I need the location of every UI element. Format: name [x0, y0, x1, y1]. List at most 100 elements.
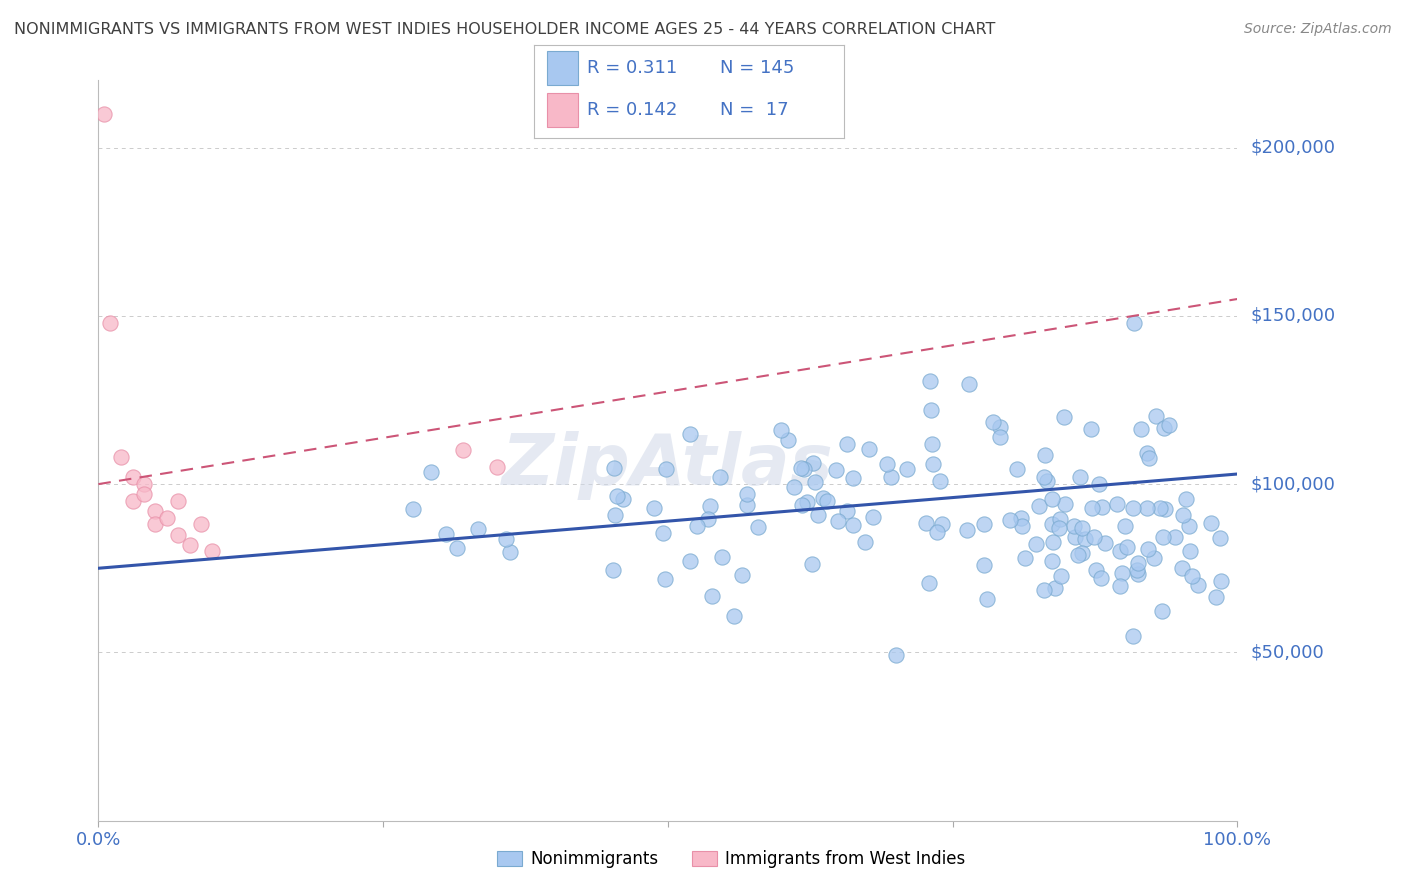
- Point: [796, 495, 818, 509]
- Point: [1063, 519, 1085, 533]
- Legend: Nonimmigrants, Immigrants from West Indies: Nonimmigrants, Immigrants from West Indi…: [491, 844, 972, 875]
- Point: [1040, 554, 1063, 568]
- Point: [603, 460, 626, 475]
- Point: [1136, 500, 1159, 515]
- Point: [1109, 544, 1132, 558]
- Point: [699, 499, 721, 513]
- Point: [1129, 422, 1152, 436]
- Point: [790, 498, 813, 512]
- Point: [998, 514, 1021, 528]
- Point: [1123, 316, 1146, 330]
- Point: [957, 377, 980, 392]
- Point: [700, 589, 723, 603]
- Point: [927, 524, 949, 539]
- Point: [709, 469, 731, 483]
- Point: [1010, 511, 1032, 525]
- Point: [654, 462, 676, 476]
- Point: [679, 554, 702, 568]
- Point: [1107, 497, 1129, 511]
- Point: [1033, 470, 1056, 484]
- Point: [1180, 569, 1202, 583]
- Point: [1108, 579, 1130, 593]
- Point: [824, 463, 846, 477]
- Point: [1074, 533, 1097, 547]
- Point: [915, 516, 938, 530]
- Point: [654, 572, 676, 586]
- Point: [1209, 531, 1232, 545]
- Point: [93, 107, 115, 121]
- Point: [1199, 516, 1222, 531]
- Point: [1085, 563, 1108, 577]
- Point: [1088, 477, 1111, 491]
- Point: [1025, 537, 1047, 551]
- Point: [1040, 492, 1063, 507]
- Text: $50,000: $50,000: [1251, 643, 1324, 661]
- Point: [1094, 536, 1116, 550]
- Point: [652, 525, 675, 540]
- Point: [1064, 530, 1087, 544]
- Point: [1142, 551, 1164, 566]
- Point: [156, 510, 179, 524]
- Point: [402, 501, 425, 516]
- Bar: [547, 51, 578, 85]
- Point: [1049, 568, 1071, 582]
- Point: [686, 519, 709, 533]
- Point: [815, 494, 838, 508]
- Point: [956, 524, 979, 538]
- Text: $150,000: $150,000: [1251, 307, 1336, 325]
- Point: [1036, 474, 1059, 488]
- Point: [420, 465, 443, 479]
- Point: [110, 450, 132, 465]
- Point: [1126, 563, 1149, 577]
- Text: R = 0.311: R = 0.311: [586, 59, 678, 77]
- Point: [1126, 566, 1149, 581]
- Text: Source: ZipAtlas.com: Source: ZipAtlas.com: [1244, 22, 1392, 37]
- Point: [1083, 530, 1105, 544]
- Point: [451, 443, 474, 458]
- Point: [121, 470, 143, 484]
- Bar: [547, 94, 578, 127]
- Point: [804, 475, 827, 489]
- Point: [747, 520, 769, 534]
- Point: [921, 437, 943, 451]
- Point: [446, 541, 468, 555]
- Point: [179, 538, 201, 552]
- Point: [1071, 521, 1094, 535]
- Point: [931, 516, 953, 531]
- Point: [835, 436, 858, 450]
- Point: [1159, 418, 1181, 433]
- Point: [920, 375, 942, 389]
- Point: [1137, 542, 1160, 557]
- Text: $200,000: $200,000: [1251, 138, 1336, 157]
- Point: [696, 512, 718, 526]
- Point: [1090, 571, 1112, 585]
- Point: [973, 558, 995, 573]
- Point: [606, 489, 628, 503]
- Point: [858, 442, 880, 456]
- Point: [793, 461, 815, 475]
- Point: [988, 429, 1011, 443]
- Point: [1116, 540, 1139, 554]
- Point: [1154, 502, 1177, 516]
- Point: [807, 508, 830, 523]
- Point: [495, 532, 517, 546]
- Point: [486, 460, 509, 475]
- Point: [1122, 628, 1144, 642]
- Point: [1069, 470, 1091, 484]
- Point: [790, 460, 813, 475]
- Point: [1152, 604, 1174, 618]
- Point: [731, 568, 754, 582]
- Point: [602, 563, 624, 577]
- Point: [876, 457, 898, 471]
- Point: [1149, 501, 1171, 516]
- Point: [1053, 410, 1076, 425]
- Point: [1126, 557, 1149, 571]
- Point: [801, 557, 824, 571]
- Point: [1011, 519, 1033, 533]
- Point: [783, 480, 806, 494]
- Point: [1178, 544, 1201, 558]
- Point: [827, 514, 849, 528]
- Point: [711, 549, 734, 564]
- Point: [929, 474, 952, 488]
- Point: [132, 487, 155, 501]
